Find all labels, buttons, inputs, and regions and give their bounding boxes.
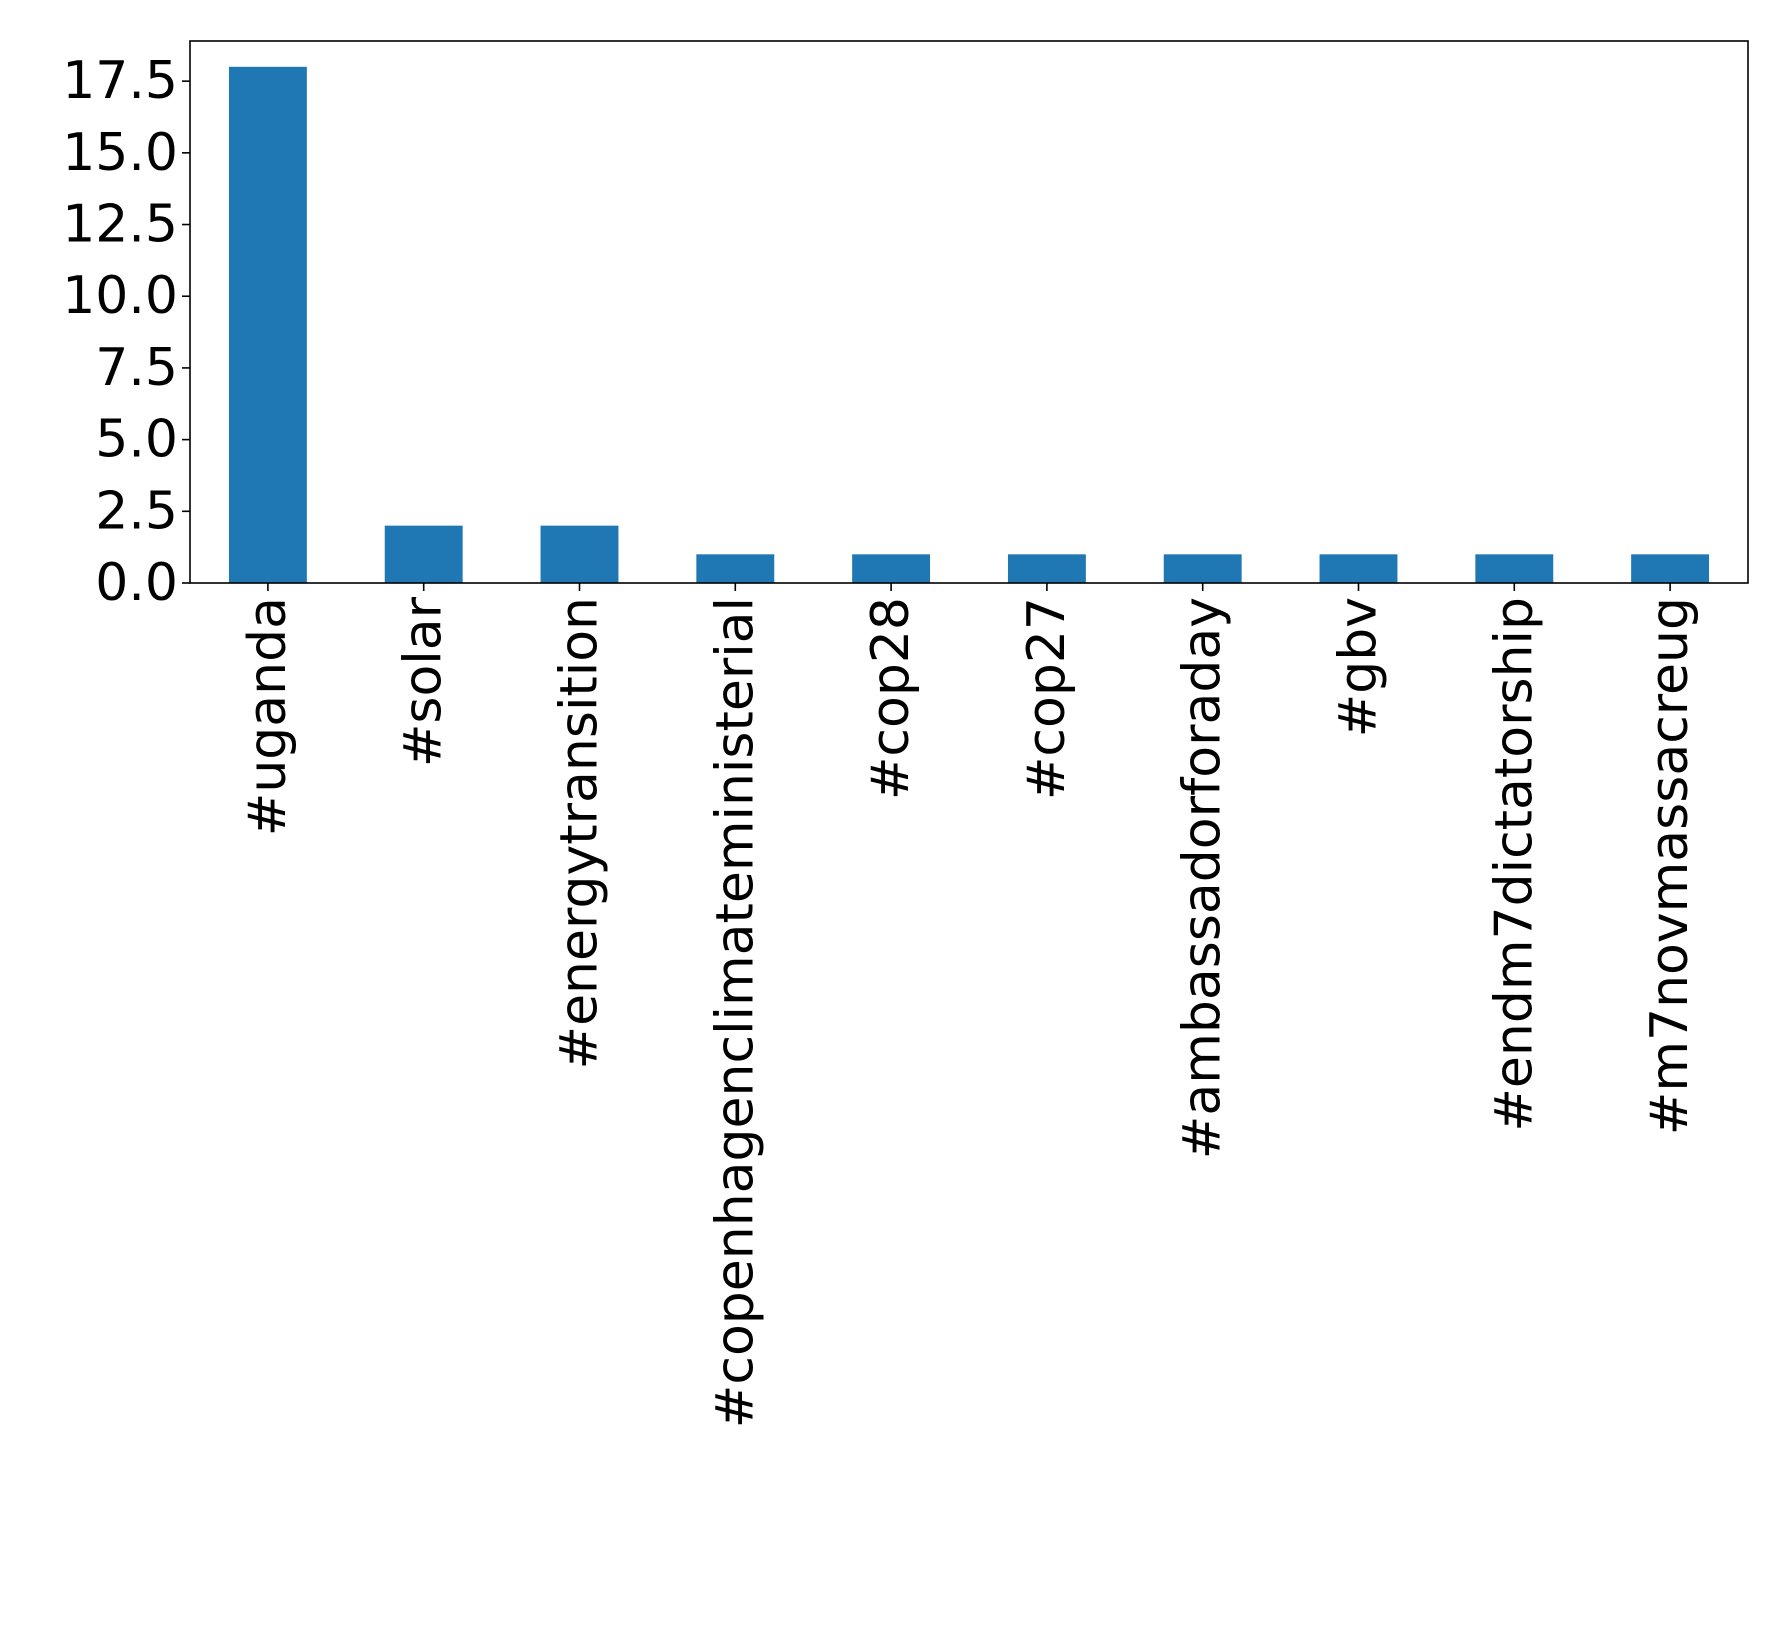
x-tick-label: #cop28 xyxy=(861,597,921,800)
x-tick-label: #energytransition xyxy=(550,597,610,1070)
x-tick-label: #gbv xyxy=(1329,597,1389,737)
y-tick-label: 7.5 xyxy=(95,338,178,398)
x-tick-label: #solar xyxy=(394,596,454,767)
y-tick-label: 0.0 xyxy=(95,553,178,613)
y-tick-label: 12.5 xyxy=(62,195,178,255)
y-tick-label: 2.5 xyxy=(95,481,178,541)
y-tick-label: 15.0 xyxy=(62,123,178,183)
bar-copenhagenclimateministerial xyxy=(696,554,775,583)
bar-gbv xyxy=(1319,554,1398,583)
x-tick-label: #uganda xyxy=(238,597,298,836)
y-tick-label: 10.0 xyxy=(62,266,178,326)
bar-m7novmassacreug xyxy=(1631,554,1710,583)
bar-cop27 xyxy=(1007,554,1086,583)
bar-energytransition xyxy=(540,525,619,583)
x-tick-label: #endm7dictatorship xyxy=(1484,597,1544,1132)
x-tick-label: #copenhagenclimateministerial xyxy=(705,597,765,1428)
bar-ambassadorforaday xyxy=(1163,554,1242,583)
bar-solar xyxy=(384,525,463,583)
bar-uganda xyxy=(228,66,307,584)
x-axis: #uganda #solar #energytransition #copenhage… xyxy=(238,583,1700,1428)
y-tick-label: 17.5 xyxy=(62,51,178,111)
x-tick-label: #ambassadorforaday xyxy=(1173,597,1233,1159)
bars-group xyxy=(228,66,1710,584)
y-tick-label: 5.0 xyxy=(95,410,178,470)
x-tick-label: #cop27 xyxy=(1017,597,1077,800)
y-axis: 0.0 2.5 5.0 7.5 10.0 12.5 15.0 17.5 xyxy=(62,51,190,613)
bar-endm7dictatorship xyxy=(1475,554,1554,583)
bar-cop28 xyxy=(852,554,931,583)
x-tick-label: #m7novmassacreug xyxy=(1640,597,1700,1135)
plot-frame xyxy=(189,40,1749,584)
